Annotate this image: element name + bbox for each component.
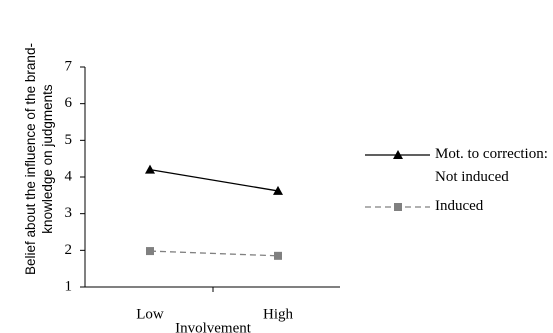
legend-label: Mot. to correction: Not induced [435, 146, 548, 185]
y-tick-label: 1 [65, 278, 73, 294]
y-tick-label: 4 [65, 168, 73, 184]
y-tick-label: 5 [65, 132, 73, 148]
x-tick-label: High [263, 306, 294, 322]
marker [394, 203, 402, 211]
y-tick-label: 7 [65, 58, 73, 74]
y-tick-label: 6 [65, 95, 73, 111]
marker [393, 150, 403, 159]
x-axis-label: Involvement [175, 320, 252, 333]
y-tick-label: 3 [65, 205, 73, 221]
marker [146, 247, 154, 256]
marker [273, 185, 283, 195]
legend-label: Induced [435, 198, 484, 214]
y-axis-label: Belief about the influence of the brand-… [23, 43, 55, 275]
series-line [149, 169, 279, 192]
y-tick-label: 2 [65, 242, 73, 258]
marker [145, 164, 155, 174]
series-line [149, 250, 279, 257]
marker [274, 251, 282, 260]
x-tick-label: Low [136, 306, 164, 322]
